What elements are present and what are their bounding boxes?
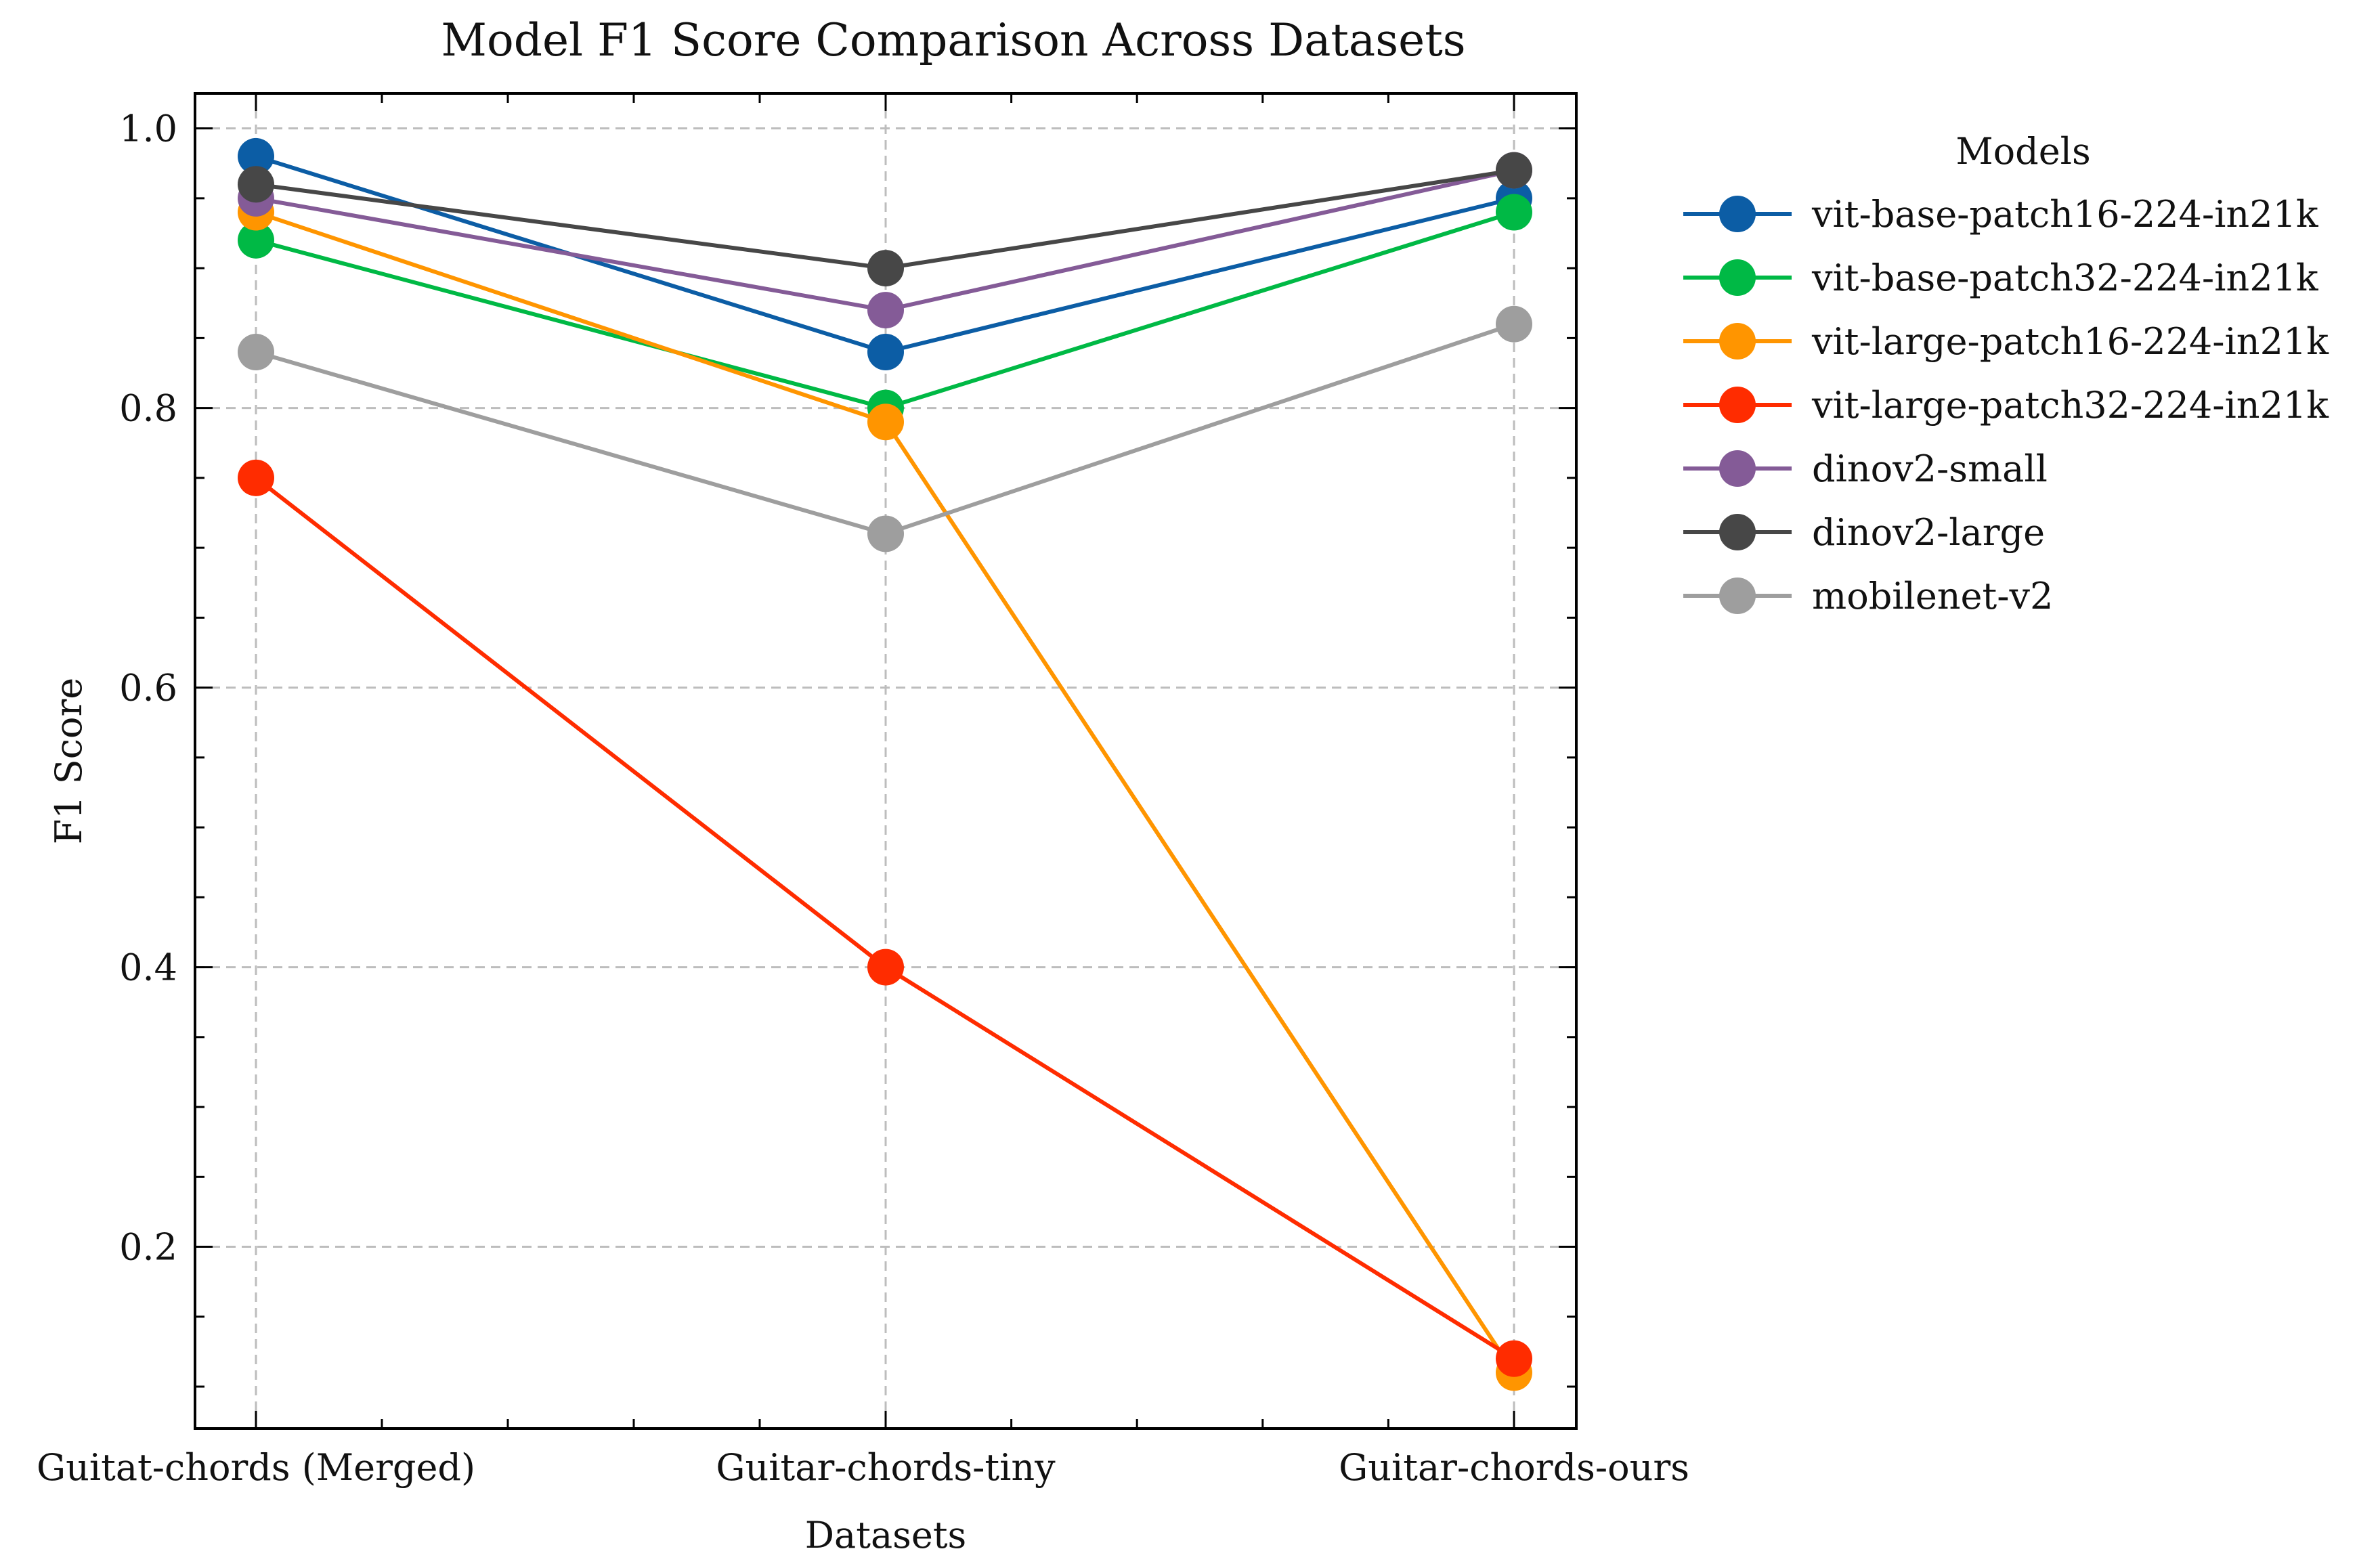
legend-label: dinov2-small xyxy=(1812,448,2048,490)
legend-label: vit-large-patch32-224-in21k xyxy=(1811,384,2329,427)
data-point xyxy=(238,166,274,203)
legend-label: vit-base-patch32-224-in21k xyxy=(1811,257,2319,299)
series-vit-large-patch16-224-in21k xyxy=(238,194,1532,1391)
y-tick-label: 0.4 xyxy=(119,946,177,989)
data-point xyxy=(1496,152,1532,189)
legend-marker xyxy=(1719,450,1756,487)
data-point xyxy=(867,292,904,329)
series-dinov2-large xyxy=(238,152,1532,287)
legend-item: vit-large-patch32-224-in21k xyxy=(1683,384,2329,427)
y-tick-label: 0.6 xyxy=(119,667,177,710)
legend-label: vit-large-patch16-224-in21k xyxy=(1811,320,2329,363)
series-vit-base-patch16-224-in21k xyxy=(238,137,1532,371)
data-point xyxy=(867,515,904,552)
y-tick-label: 1.0 xyxy=(119,108,177,150)
legend-item: vit-large-patch16-224-in21k xyxy=(1683,320,2329,363)
data-point xyxy=(867,334,904,371)
chart-title: Model F1 Score Comparison Across Dataset… xyxy=(441,14,1465,66)
legend-item: dinov2-small xyxy=(1683,448,2048,490)
legend-item: dinov2-large xyxy=(1683,511,2045,554)
data-point xyxy=(1496,194,1532,231)
legend-label: vit-base-patch16-224-in21k xyxy=(1811,193,2319,236)
x-tick-label: Guitar-chords-ours xyxy=(1339,1446,1689,1489)
legend-title: Models xyxy=(1955,130,2090,173)
data-point xyxy=(238,334,274,371)
series-layer xyxy=(238,137,1532,1391)
legend-item: vit-base-patch32-224-in21k xyxy=(1683,257,2319,299)
legend-marker xyxy=(1719,323,1756,360)
legend: Models vit-base-patch16-224-in21k vit-bas… xyxy=(1683,130,2329,617)
legend-item: vit-base-patch16-224-in21k xyxy=(1683,193,2319,236)
data-point xyxy=(867,949,904,986)
legend-item: mobilenet-v2 xyxy=(1683,575,2053,617)
x-axis-label: Datasets xyxy=(805,1514,966,1556)
data-point xyxy=(867,250,904,287)
legend-marker xyxy=(1719,196,1756,232)
series-mobilenet-v2 xyxy=(238,305,1532,552)
x-tick-label: Guitar-chords-tiny xyxy=(716,1446,1056,1489)
legend-marker xyxy=(1719,259,1756,296)
axis-ticks: Guitat-chords (Merged) Guitar-chords-tiny… xyxy=(37,93,1689,1489)
y-tick-label: 0.8 xyxy=(119,387,177,430)
legend-label: dinov2-large xyxy=(1812,511,2045,554)
data-point xyxy=(867,404,904,441)
y-axis-label: F1 Score xyxy=(47,678,90,845)
legend-marker xyxy=(1719,578,1756,614)
x-tick-label: Guitat-chords (Merged) xyxy=(37,1446,475,1489)
y-tick-label: 0.2 xyxy=(119,1226,177,1269)
data-point xyxy=(238,221,274,259)
data-point xyxy=(1496,305,1532,343)
data-point xyxy=(238,459,274,496)
legend-label: mobilenet-v2 xyxy=(1812,575,2053,617)
legend-marker xyxy=(1719,387,1756,423)
series-vit-large-patch32-224-in21k xyxy=(238,459,1532,1377)
legend-marker xyxy=(1719,514,1756,550)
data-point xyxy=(1496,1340,1532,1377)
data-point xyxy=(238,137,274,175)
